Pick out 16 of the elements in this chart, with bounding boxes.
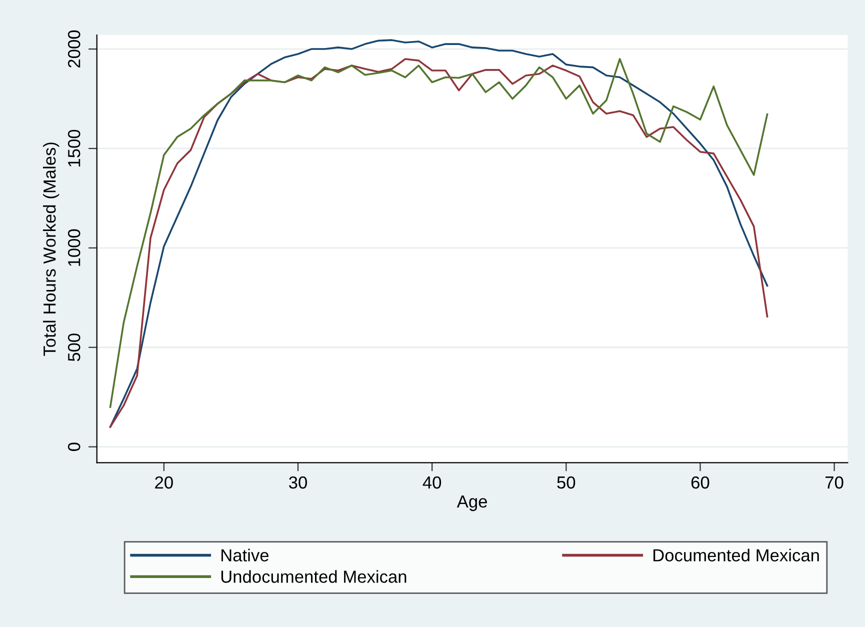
y-tick-label: 2000 <box>68 30 80 68</box>
legend-label: Undocumented Mexican <box>221 570 406 583</box>
legend-label: Documented Mexican <box>653 548 819 562</box>
x-tick-label: 70 <box>826 476 844 489</box>
y-tick-label: 500 <box>68 334 80 362</box>
y-tick-label: 1500 <box>68 130 80 166</box>
x-tick-label: 60 <box>691 476 710 489</box>
y-tick-label: 0 <box>68 442 80 451</box>
x-tick-label: 50 <box>557 476 576 489</box>
y-axis-title: Total Hours Worked (Males) <box>42 142 60 356</box>
x-axis-title: Age <box>456 496 487 512</box>
x-tick-label: 40 <box>422 476 442 489</box>
x-tick-label: 20 <box>155 476 173 489</box>
y-tick-label: 1000 <box>68 229 80 266</box>
legend-label: Native <box>222 548 269 562</box>
x-tick-label: 30 <box>289 476 307 489</box>
